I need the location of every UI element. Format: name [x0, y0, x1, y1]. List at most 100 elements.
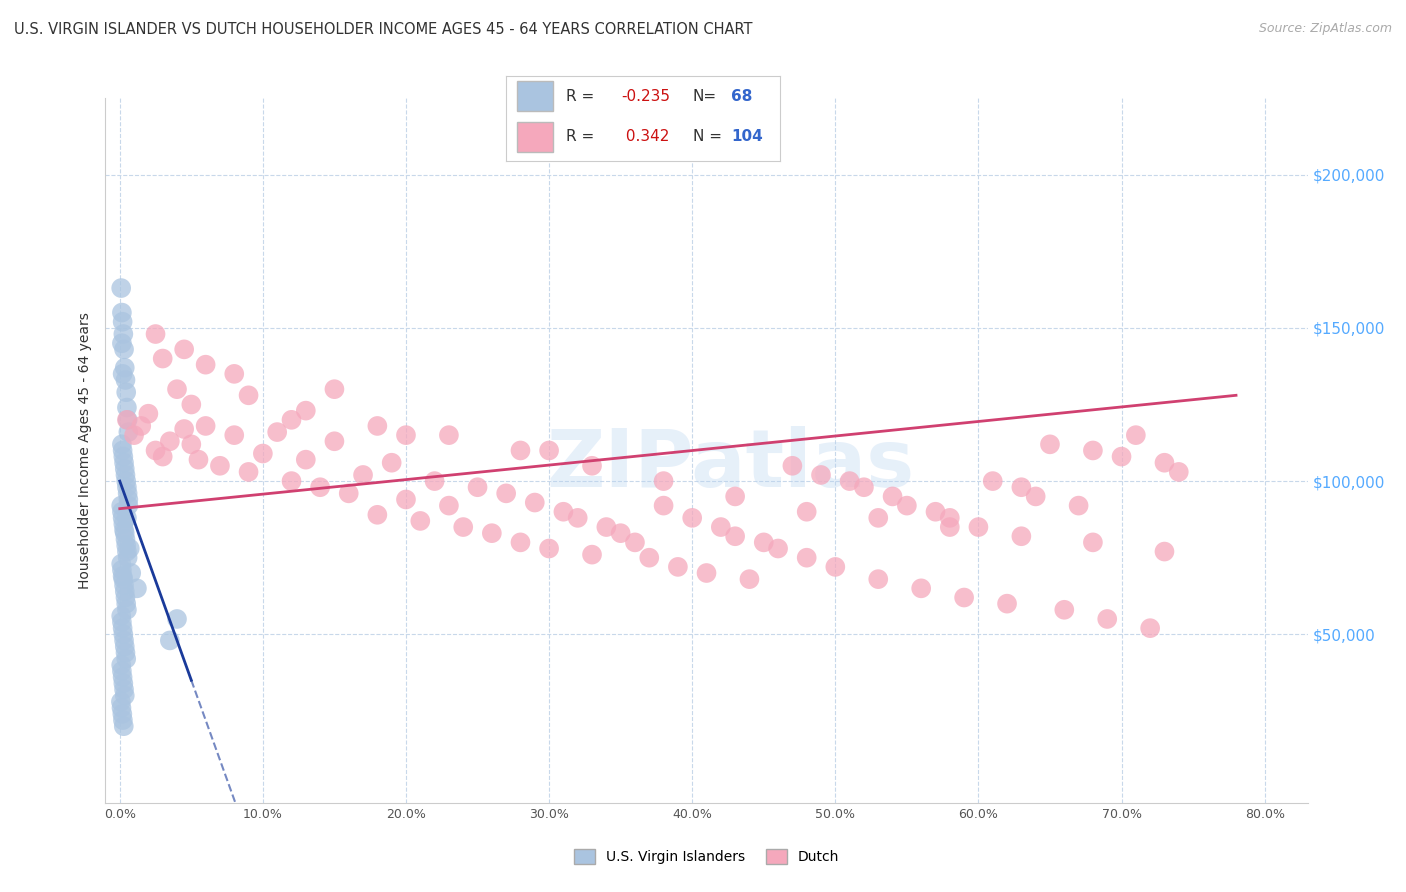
Point: [724, 529, 747, 543]
Point: [323, 434, 346, 449]
Point: [111, 615, 134, 629]
Point: [111, 437, 134, 451]
Point: [423, 474, 446, 488]
Point: [896, 499, 918, 513]
Point: [112, 456, 135, 470]
Point: [1153, 544, 1175, 558]
Point: [624, 535, 647, 549]
Point: [111, 511, 134, 525]
Point: [111, 621, 134, 635]
Point: [437, 499, 460, 513]
Point: [782, 458, 804, 473]
Point: [509, 443, 531, 458]
Point: [710, 520, 733, 534]
Text: N=: N=: [693, 88, 717, 103]
Point: [553, 505, 575, 519]
Point: [112, 343, 135, 357]
Point: [294, 452, 316, 467]
Point: [111, 563, 134, 577]
Point: [112, 326, 135, 341]
Point: [112, 633, 135, 648]
Bar: [517, 81, 553, 112]
Point: [117, 486, 139, 500]
Point: [581, 548, 603, 562]
Point: [1111, 450, 1133, 464]
Point: [111, 443, 134, 458]
Point: [111, 569, 134, 583]
Point: [112, 450, 135, 464]
Point: [122, 428, 145, 442]
Point: [567, 511, 589, 525]
Point: [766, 541, 789, 556]
Point: [238, 465, 260, 479]
Point: [838, 474, 860, 488]
Point: [451, 520, 474, 534]
Point: [1081, 535, 1104, 549]
Point: [910, 582, 932, 596]
Point: [752, 535, 775, 549]
Point: [115, 385, 138, 400]
Point: [117, 425, 139, 439]
Point: [114, 462, 136, 476]
Point: [609, 526, 631, 541]
Point: [114, 533, 136, 547]
Point: [112, 676, 135, 690]
Point: [152, 450, 174, 464]
Point: [953, 591, 976, 605]
Point: [111, 505, 134, 519]
Point: [981, 474, 1004, 488]
Point: [111, 713, 134, 727]
Point: [115, 538, 138, 552]
Point: [366, 508, 388, 522]
Text: -0.235: -0.235: [621, 88, 671, 103]
Point: [638, 550, 661, 565]
Point: [381, 456, 404, 470]
Point: [111, 305, 134, 319]
Point: [110, 657, 132, 672]
Point: [967, 520, 990, 534]
Point: [114, 373, 136, 387]
Point: [467, 480, 489, 494]
Point: [523, 495, 546, 509]
Point: [152, 351, 174, 366]
Point: [159, 633, 181, 648]
Point: [112, 572, 135, 586]
Text: ZIPatlas: ZIPatlas: [547, 425, 915, 504]
Point: [112, 516, 135, 531]
Point: [187, 452, 209, 467]
Point: [652, 474, 675, 488]
Point: [115, 474, 138, 488]
Point: [115, 597, 138, 611]
Point: [111, 706, 134, 721]
Point: [114, 360, 136, 375]
Point: [352, 467, 374, 482]
Point: [1067, 499, 1090, 513]
Legend: U.S. Virgin Islanders, Dutch: U.S. Virgin Islanders, Dutch: [568, 844, 845, 870]
Point: [115, 401, 138, 415]
Point: [117, 413, 139, 427]
Text: R =: R =: [567, 129, 595, 145]
Text: Source: ZipAtlas.com: Source: ZipAtlas.com: [1258, 22, 1392, 36]
Point: [924, 505, 946, 519]
Point: [110, 557, 132, 571]
Point: [115, 480, 138, 494]
Point: [114, 526, 136, 541]
Point: [309, 480, 332, 494]
Text: N =: N =: [693, 129, 721, 145]
Point: [395, 492, 418, 507]
Point: [110, 499, 132, 513]
Point: [252, 446, 274, 460]
Point: [681, 511, 703, 525]
Point: [194, 358, 217, 372]
Point: [652, 499, 675, 513]
Point: [194, 419, 217, 434]
Point: [868, 511, 890, 525]
Point: [112, 719, 135, 733]
Point: [166, 382, 188, 396]
Point: [581, 458, 603, 473]
Point: [323, 382, 346, 396]
Point: [117, 499, 139, 513]
Point: [810, 467, 832, 482]
Point: [724, 490, 747, 504]
Bar: [517, 121, 553, 152]
